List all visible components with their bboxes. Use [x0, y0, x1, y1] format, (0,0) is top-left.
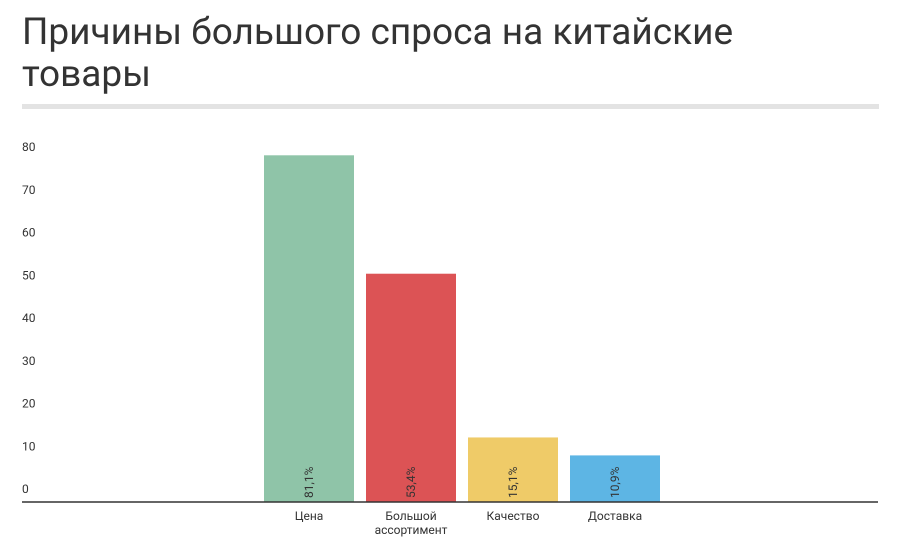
value-label: 10,9% — [608, 466, 622, 498]
bar — [264, 155, 354, 503]
bar — [366, 273, 456, 502]
bar — [468, 437, 558, 502]
value-label: 15,1% — [506, 466, 520, 498]
y-tick-label: 30 — [22, 354, 36, 368]
value-label: 81,1% — [302, 466, 316, 498]
y-tick-label: 0 — [22, 482, 29, 496]
x-tick-label: Доставка — [587, 509, 643, 523]
y-tick-label: 10 — [22, 439, 36, 453]
bar — [570, 455, 660, 502]
y-tick-label: 80 — [22, 140, 36, 154]
x-tick-label: Качество — [486, 509, 540, 523]
y-tick-label: 60 — [22, 226, 36, 240]
y-tick-label: 70 — [22, 183, 36, 197]
value-label: 53,4% — [404, 466, 418, 498]
y-tick-label: 40 — [22, 311, 36, 325]
chart-title: Причины большого спроса на китайские тов… — [22, 11, 734, 96]
title-rule — [22, 104, 879, 109]
x-tick-label: Большой ассортимент — [374, 509, 448, 537]
y-tick-label: 20 — [22, 397, 36, 411]
y-tick-label: 50 — [22, 268, 36, 282]
x-tick-label: Цена — [294, 509, 324, 523]
